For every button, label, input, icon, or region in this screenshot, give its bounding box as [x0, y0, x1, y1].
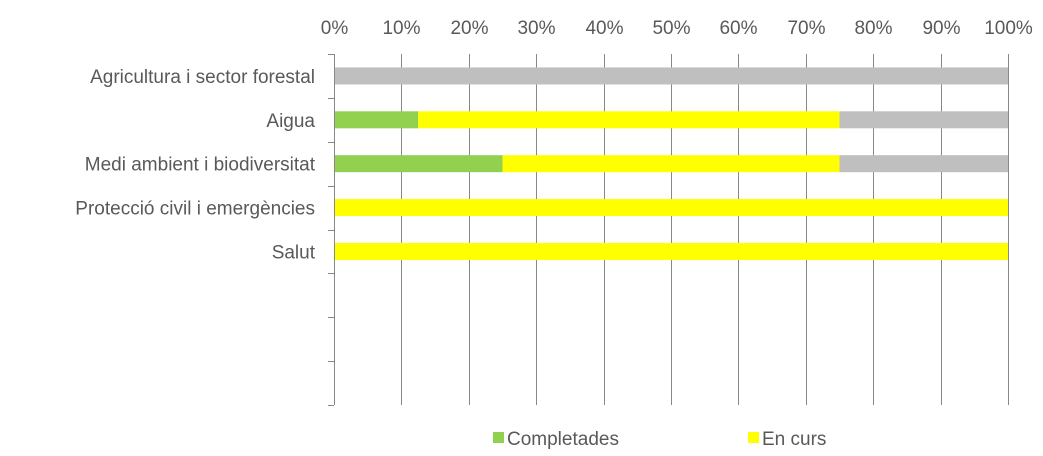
bar-segment-en-curs: [334, 242, 1008, 260]
gridlines: [401, 54, 1009, 405]
category-label: Salut: [272, 242, 316, 263]
legend-swatch: [493, 432, 504, 443]
category-label: Agricultura i sector forestal: [90, 67, 315, 88]
bar-segment-en-curs: [502, 155, 840, 173]
legend-label: Completades: [507, 429, 619, 450]
x-tick-label: 90%: [922, 18, 960, 39]
x-tick-label: 40%: [585, 18, 623, 39]
bars: [334, 67, 1008, 260]
bar-segment-remaining: [839, 155, 1008, 173]
x-tick-label: 10%: [382, 18, 420, 39]
bar-segment-completades: [334, 111, 419, 129]
category-label: Aigua: [266, 111, 315, 132]
x-tick-label: 0%: [321, 18, 349, 39]
x-tick-label: 30%: [517, 18, 555, 39]
category-label: Medi ambient i biodiversitat: [85, 155, 316, 176]
bar-segment-completades: [334, 155, 503, 173]
x-tick-label: 50%: [652, 18, 690, 39]
bar-segment-en-curs: [334, 199, 1008, 217]
x-tick-label: 70%: [787, 18, 825, 39]
axes: [328, 54, 335, 406]
x-tick-label: 100%: [984, 18, 1033, 39]
category-label: Protecció civil i emergències: [75, 199, 315, 220]
bar-segment-remaining: [839, 111, 1008, 129]
x-tick-label: 60%: [719, 18, 757, 39]
x-axis-tick-labels: 0% 10% 20% 30% 40% 50% 60% 70% 80% 90% 100%: [321, 18, 1033, 39]
bar-segment-en-curs: [418, 111, 840, 129]
x-tick-label: 80%: [854, 18, 892, 39]
legend-label: En curs: [762, 429, 826, 450]
x-tick-label: 20%: [450, 18, 488, 39]
category-labels: Agricultura i sector forestal Aigua Medi a…: [75, 67, 315, 264]
legend-swatch: [748, 432, 759, 443]
legend: Completades En curs: [493, 429, 826, 450]
bar-segment-remaining: [334, 67, 1008, 85]
